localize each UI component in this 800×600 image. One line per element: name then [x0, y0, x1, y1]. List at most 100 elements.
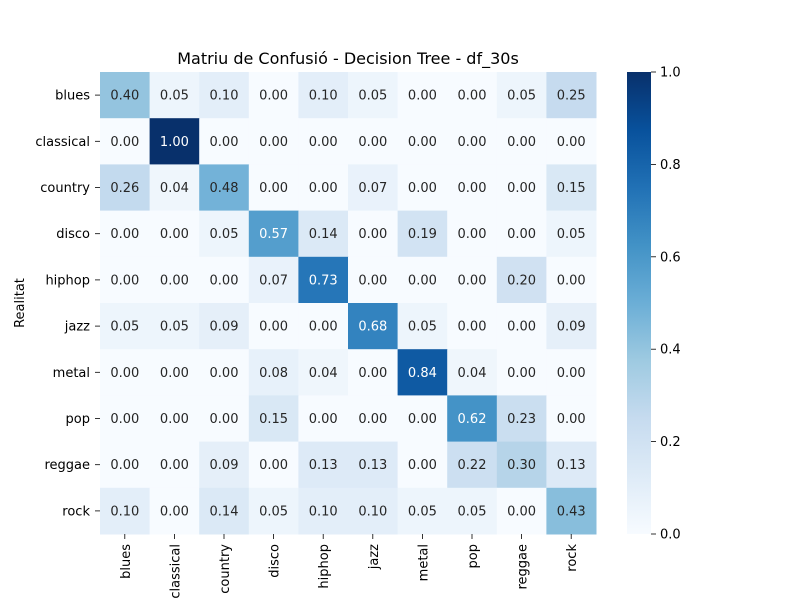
cell-value-label: 0.19 — [408, 227, 437, 242]
heatmap-cells — [100, 72, 597, 535]
heatmap-cell — [248, 487, 299, 535]
heatmap-cell — [298, 118, 349, 165]
cell-value-label: 0.43 — [557, 504, 586, 519]
cell-value-label: 0.09 — [210, 320, 239, 335]
y-tick-label: classical — [35, 135, 90, 150]
cell-value-label: 0.26 — [110, 181, 139, 196]
cell-value-label: 0.10 — [210, 89, 239, 104]
heatmap-cell — [149, 256, 200, 304]
heatmap-cell — [199, 164, 250, 212]
heatmap-cell — [546, 72, 597, 119]
cell-value-label: 0.00 — [408, 89, 437, 104]
cell-value-label: 0.00 — [210, 412, 239, 427]
colorbar-tick-label: 0.0 — [660, 528, 681, 543]
cell-value-label: 0.05 — [408, 504, 437, 519]
heatmap-cell — [496, 487, 547, 535]
cell-value-label: 0.05 — [110, 320, 139, 335]
heatmap-cell — [546, 487, 597, 535]
cell-value-label: 0.00 — [160, 227, 189, 242]
cell-value-label: 0.14 — [309, 227, 338, 242]
cell-value-label: 0.00 — [309, 181, 338, 196]
cell-value-label: 0.00 — [210, 273, 239, 288]
cell-value-label: 0.00 — [507, 320, 536, 335]
y-tick-labels: blues classical country disco hiphop jazz meta… — [35, 89, 100, 519]
heatmap-cell — [397, 303, 448, 350]
cell-value-label: 0.15 — [557, 181, 586, 196]
x-tick-label: blues — [119, 544, 134, 579]
x-tick-labels: blues classical country disco hiphop jazz meta… — [119, 534, 580, 599]
heatmap-cell — [100, 164, 151, 212]
cell-value-label: 0.00 — [160, 458, 189, 473]
heatmap-cell — [546, 256, 597, 304]
cell-value-label: 0.05 — [160, 89, 189, 104]
cell-value-label: 0.00 — [557, 412, 586, 427]
heatmap-cell — [397, 256, 448, 304]
heatmap-cell — [496, 118, 547, 165]
cell-value-label: 0.00 — [259, 458, 288, 473]
heatmap-cell — [199, 256, 250, 304]
cell-value-label: 0.00 — [309, 135, 338, 150]
cell-value-label: 0.00 — [557, 135, 586, 150]
y-axis-label: Realitat — [13, 278, 28, 328]
heatmap-cell — [496, 395, 547, 443]
heatmap-cell — [496, 72, 547, 119]
heatmap-cell — [397, 349, 448, 396]
cell-value-label: 0.00 — [259, 89, 288, 104]
heatmap-cell — [199, 441, 250, 489]
heatmap-cell — [496, 349, 547, 396]
cell-value-label: 0.00 — [458, 135, 487, 150]
cell-value-label: 0.48 — [210, 181, 239, 196]
cell-value-label: 0.00 — [309, 412, 338, 427]
cell-value-label: 0.00 — [259, 320, 288, 335]
heatmap-cell — [447, 303, 498, 350]
cell-value-label: 0.05 — [507, 89, 536, 104]
cell-value-label: 0.04 — [160, 181, 189, 196]
cell-value-label: 0.00 — [210, 135, 239, 150]
cell-value-label: 0.00 — [160, 504, 189, 519]
cell-value-label: 0.05 — [259, 504, 288, 519]
y-tick-label: metal — [53, 366, 90, 381]
heatmap-cell — [397, 210, 448, 258]
cell-value-label: 0.13 — [309, 458, 338, 473]
cell-value-label: 0.00 — [358, 273, 387, 288]
cell-value-label: 0.73 — [309, 273, 338, 288]
heatmap-cell — [248, 72, 299, 119]
heatmap-cell — [298, 164, 349, 212]
x-tick-label: metal — [416, 544, 431, 581]
colorbar-tick-label: 1.0 — [660, 66, 681, 81]
cell-value-label: 0.04 — [309, 366, 338, 381]
heatmap-cell — [447, 487, 498, 535]
heatmap-cell — [348, 441, 399, 489]
heatmap-cell — [496, 210, 547, 258]
cell-value-label: 0.00 — [507, 504, 536, 519]
heatmap-cell — [298, 303, 349, 350]
cell-value-label: 0.00 — [408, 135, 437, 150]
heatmap-cell — [100, 303, 151, 350]
cell-value-label: 0.00 — [160, 273, 189, 288]
cell-value-label: 0.00 — [358, 135, 387, 150]
cell-value-label: 0.00 — [557, 273, 586, 288]
cell-value-label: 0.00 — [160, 412, 189, 427]
heatmap-cell — [546, 164, 597, 212]
heatmap-cell — [248, 118, 299, 165]
cell-value-label: 0.00 — [259, 181, 288, 196]
x-tick-label: pop — [466, 544, 481, 568]
heatmap-cell — [298, 487, 349, 535]
cell-value-label: 0.00 — [110, 458, 139, 473]
heatmap-cell — [100, 349, 151, 396]
heatmap-cell — [149, 118, 200, 165]
heatmap-cell — [546, 395, 597, 443]
heatmap-cell — [298, 210, 349, 258]
cell-value-label: 0.00 — [358, 227, 387, 242]
heatmap-cell — [546, 303, 597, 350]
heatmap-cell — [348, 349, 399, 396]
heatmap-cell — [199, 395, 250, 443]
y-tick-label: country — [40, 181, 90, 196]
cell-value-label: 0.10 — [309, 504, 338, 519]
heatmap-cell — [546, 210, 597, 258]
cell-value-label: 0.05 — [458, 504, 487, 519]
cell-value-label: 0.14 — [210, 504, 239, 519]
heatmap-cell — [149, 349, 200, 396]
heatmap-cell — [100, 441, 151, 489]
y-tick-label: jazz — [64, 320, 90, 335]
